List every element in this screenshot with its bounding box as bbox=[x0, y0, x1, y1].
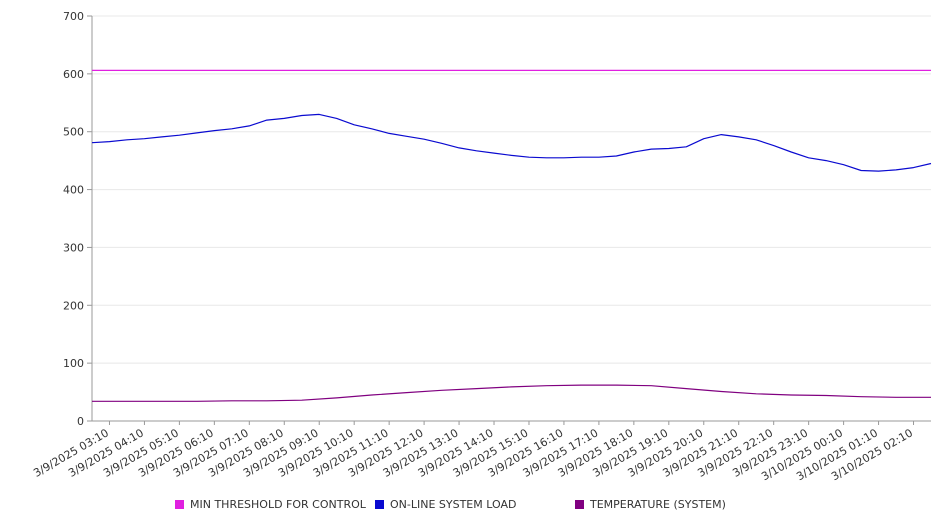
legend-label-temperature: TEMPERATURE (SYSTEM) bbox=[590, 498, 726, 511]
y-tick-label-600: 600 bbox=[63, 68, 84, 81]
y-tick-label-400: 400 bbox=[63, 184, 84, 197]
series-line-online-system-load bbox=[91, 113, 932, 172]
axes bbox=[87, 15, 931, 425]
legend-item-temperature: TEMPERATURE (SYSTEM) bbox=[575, 498, 726, 511]
x-tick-labels: 3/9/2025 03:103/9/2025 04:103/9/2025 05:… bbox=[31, 426, 915, 483]
legend-swatch-temperature bbox=[575, 500, 584, 509]
grid-lines bbox=[92, 15, 931, 364]
y-tick-label-700: 700 bbox=[63, 10, 84, 23]
legend: MIN THRESHOLD FOR CONTROL ON-LINE SYSTEM… bbox=[0, 498, 946, 516]
legend-swatch-online-system-load bbox=[375, 500, 384, 509]
legend-label-min-threshold: MIN THRESHOLD FOR CONTROL bbox=[190, 498, 366, 511]
y-tick-label-200: 200 bbox=[63, 299, 84, 312]
series-lines bbox=[91, 69, 932, 402]
y-tick-label-300: 300 bbox=[63, 241, 84, 254]
legend-item-min-threshold: MIN THRESHOLD FOR CONTROL bbox=[175, 498, 366, 511]
y-tick-label-100: 100 bbox=[63, 357, 84, 370]
y-tick-label-500: 500 bbox=[63, 126, 84, 139]
series-line-temperature bbox=[92, 384, 931, 402]
legend-item-online-system-load: ON-LINE SYSTEM LOAD bbox=[375, 498, 516, 511]
y-tick-labels: 0 100 200 300 400 500 600 700 bbox=[63, 10, 84, 428]
y-tick-label-0: 0 bbox=[77, 415, 84, 428]
legend-label-online-system-load: ON-LINE SYSTEM LOAD bbox=[390, 498, 517, 511]
legend-swatch-min-threshold bbox=[175, 500, 184, 509]
